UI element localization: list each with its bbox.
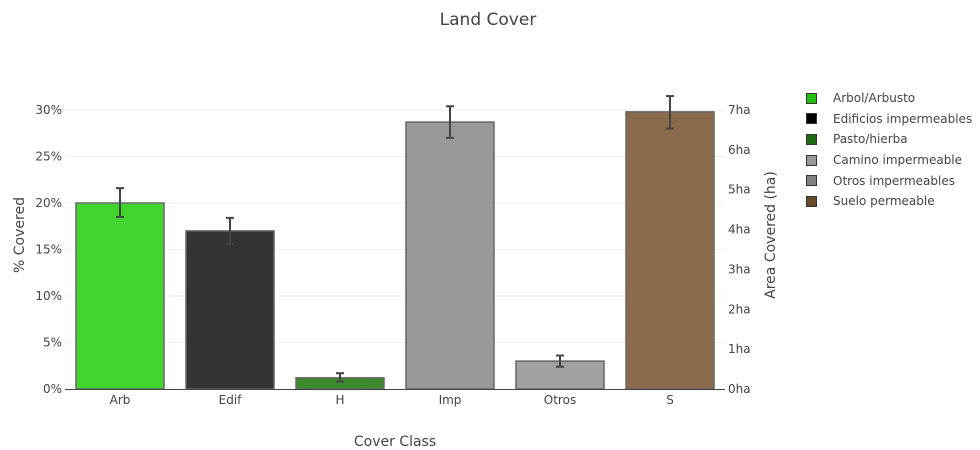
legend-swatch (806, 154, 817, 166)
y2-axis-ticks: 0ha 1ha 2ha 3ha 4ha 5ha 6ha 7ha (728, 103, 751, 396)
bars (75, 111, 715, 390)
y2-tick-label: 0ha (728, 382, 751, 396)
error-bars (116, 95, 674, 383)
x-tick-label: Otros (544, 393, 576, 407)
error-bar-h (336, 372, 344, 383)
error-bar-s (666, 95, 674, 130)
x-tick-label: H (335, 393, 344, 407)
y-axis-label: % Covered (12, 197, 28, 273)
y2-axis-label: Area Covered (ha) (763, 171, 779, 299)
chart-title: Land Cover (440, 10, 537, 30)
legend-label: Edificios impermeables (833, 111, 973, 126)
x-axis-ticks: Arb Edif H Imp Otros S (110, 393, 674, 407)
y2-tick-label: 7ha (728, 103, 751, 117)
y-tick-label: 25% (35, 150, 62, 164)
legend-item[interactable]: Camino impermeable (806, 150, 972, 171)
x-tick-label: Edif (219, 393, 243, 407)
y-tick-label: 10% (35, 289, 62, 303)
x-axis-label: Cover Class (354, 434, 436, 450)
error-bar-otros (556, 354, 564, 368)
x-tick-label: Imp (439, 393, 462, 407)
y2-tick-label: 4ha (728, 223, 751, 237)
legend-label: Otros impermeables (833, 173, 955, 188)
legend-label: Camino impermeable (833, 153, 963, 168)
error-bar-edif (226, 216, 234, 245)
bar-s (625, 111, 715, 390)
y2-tick-label: 3ha (728, 262, 751, 276)
legend-swatch (806, 133, 817, 145)
legend-swatch (806, 92, 817, 104)
bar-imp (405, 121, 495, 390)
y2-tick-label: 2ha (728, 302, 751, 316)
y2-tick-label: 6ha (728, 143, 751, 157)
legend-item[interactable]: Edificios impermeables (806, 109, 972, 130)
legend-swatch (806, 175, 817, 187)
legend-item[interactable]: Arbol/Arbusto (806, 88, 972, 109)
y-tick-label: 30% (35, 103, 62, 117)
x-tick-label: Arb (110, 393, 131, 407)
legend-item[interactable]: Otros impermeables (806, 170, 972, 191)
y-tick-label: 5% (43, 336, 62, 350)
y2-tick-label: 1ha (728, 342, 751, 356)
gridlines (65, 109, 725, 343)
legend-label: Pasto/hierba (833, 132, 908, 147)
x-tick-label: S (666, 393, 674, 407)
error-bar-imp (446, 105, 454, 139)
legend-swatch (806, 113, 817, 125)
y-tick-label: 20% (35, 196, 62, 210)
legend-item[interactable]: Suelo permeable (806, 191, 972, 212)
legend-label: Suelo permeable (833, 194, 935, 209)
y-tick-label: 0% (43, 382, 62, 396)
legend-item[interactable]: Pasto/hierba (806, 129, 972, 150)
y-tick-label: 15% (35, 243, 62, 257)
legend: Arbol/Arbusto Edificios impermeables Pasto… (806, 88, 972, 212)
error-bar-arb (116, 187, 124, 218)
legend-swatch (806, 195, 817, 207)
y2-tick-label: 5ha (728, 183, 751, 197)
bar-edif (185, 230, 275, 390)
legend-label: Arbol/Arbusto (833, 91, 916, 106)
bar-arb (75, 202, 165, 390)
y-axis-ticks: 0% 5% 10% 15% 20% 25% 30% (35, 103, 62, 396)
